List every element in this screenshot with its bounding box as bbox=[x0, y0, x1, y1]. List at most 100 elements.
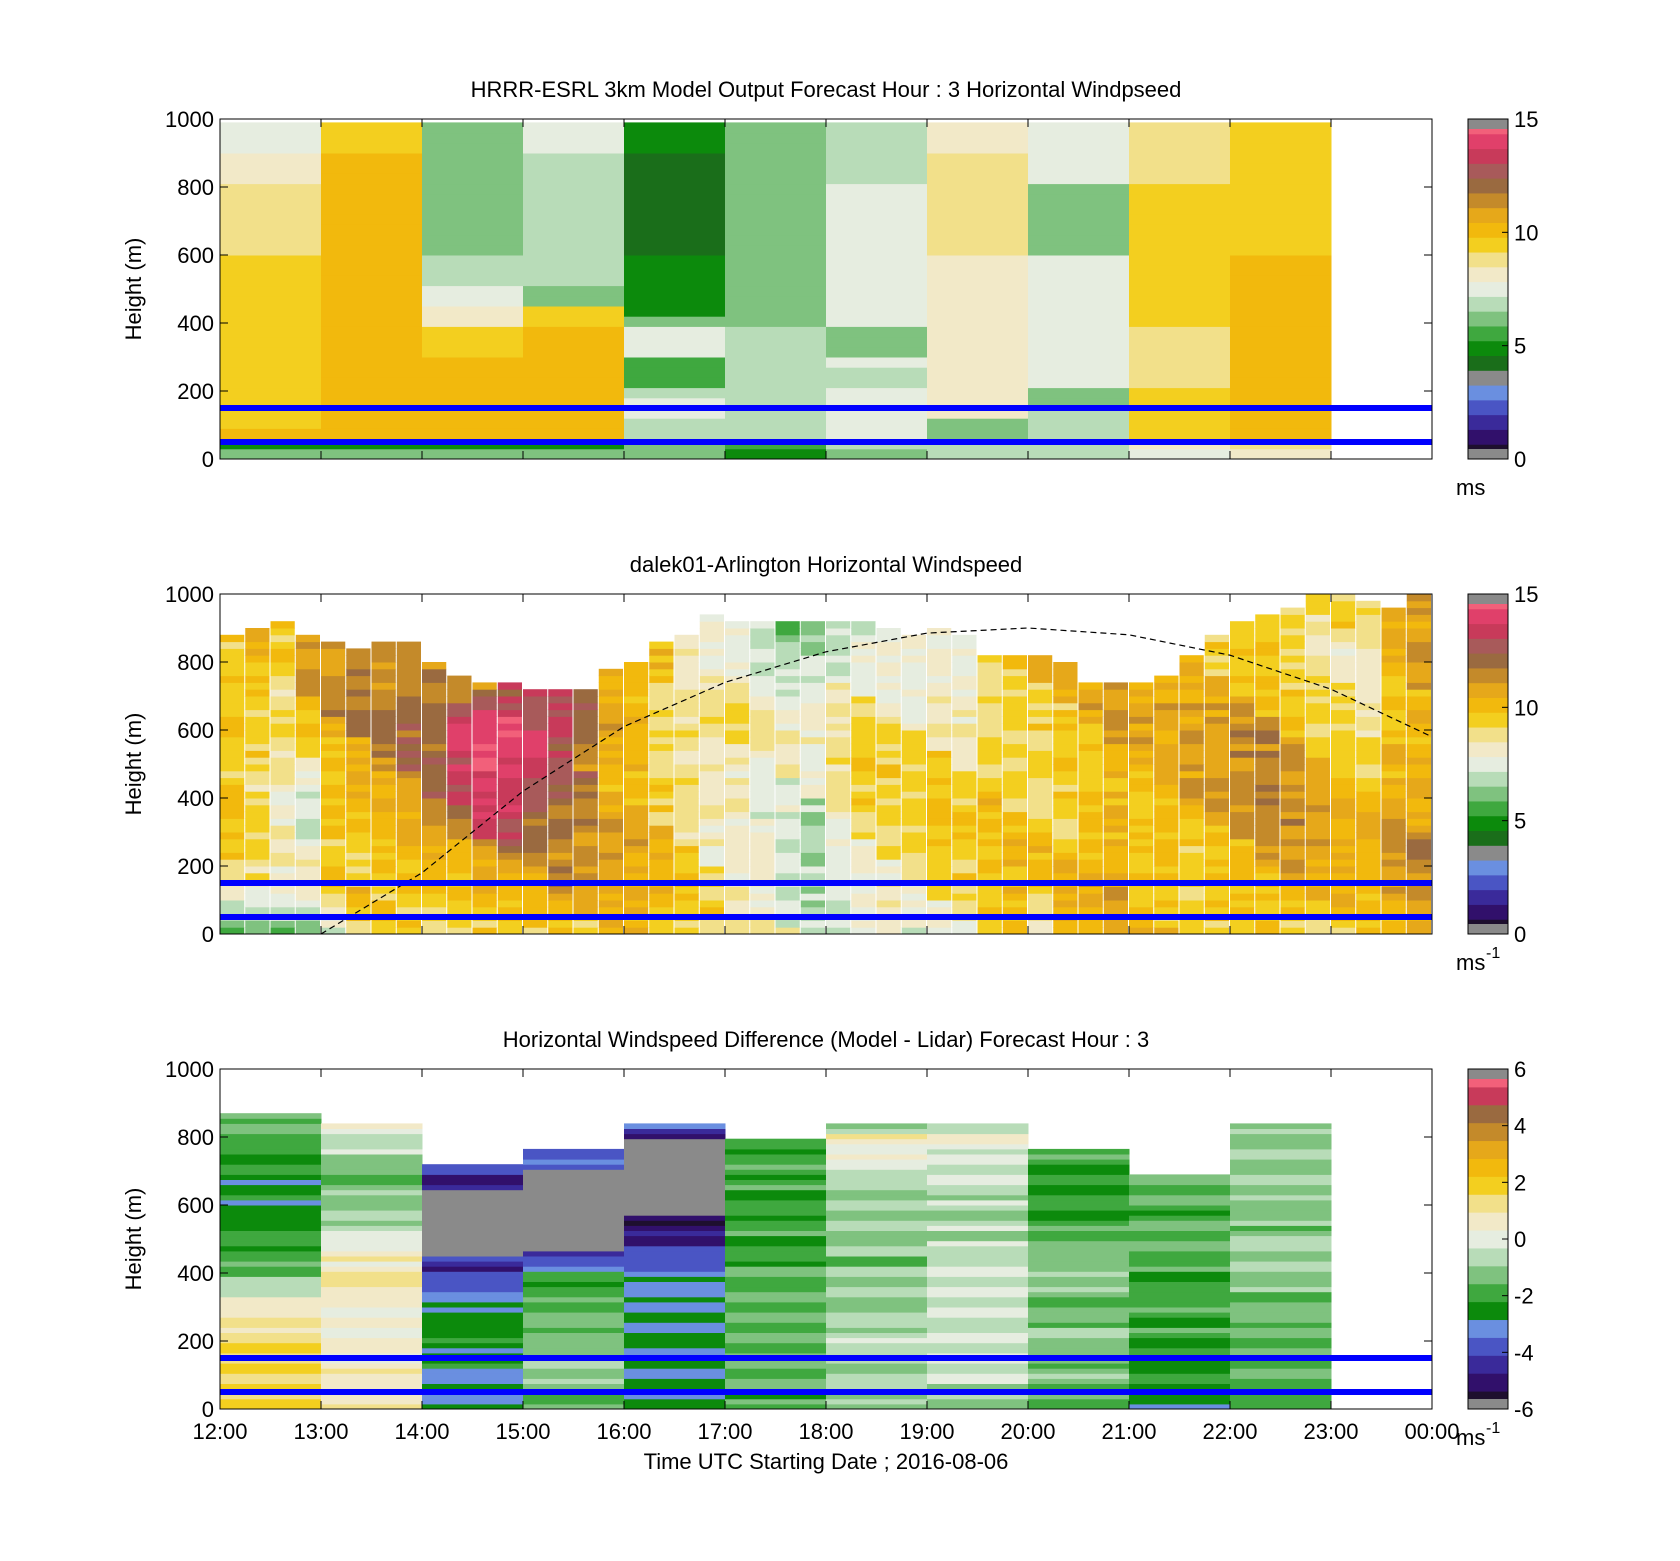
heatmap-cell bbox=[1028, 1347, 1130, 1354]
heatmap-cell bbox=[1129, 927, 1154, 935]
heatmap-cell bbox=[851, 832, 876, 840]
heatmap-cell bbox=[1129, 1332, 1231, 1339]
heatmap-cell bbox=[1255, 614, 1280, 622]
colorbar-segment bbox=[1468, 252, 1508, 268]
heatmap-cell bbox=[775, 621, 800, 629]
colorbar-unit: ms bbox=[1456, 1425, 1485, 1450]
heatmap-cell bbox=[295, 730, 320, 738]
heatmap-cell bbox=[1103, 709, 1128, 717]
colorbar-tick-label: 5 bbox=[1514, 809, 1526, 834]
colorbar-segment bbox=[1468, 1283, 1508, 1303]
heatmap-cell bbox=[901, 845, 926, 853]
heatmap-cell bbox=[1230, 204, 1332, 215]
heatmap-cell bbox=[977, 743, 1002, 751]
heatmap-cell bbox=[750, 716, 775, 724]
heatmap-cell bbox=[1381, 689, 1406, 697]
heatmap-cell bbox=[1331, 668, 1356, 677]
heatmap-cell bbox=[1129, 1271, 1231, 1277]
heatmap-cell bbox=[371, 682, 396, 690]
heatmap-cell bbox=[725, 811, 750, 819]
heatmap-cell bbox=[1204, 798, 1229, 806]
heatmap-cell bbox=[1154, 906, 1179, 915]
heatmap-cell bbox=[624, 1286, 726, 1293]
heatmap-cell bbox=[1406, 784, 1431, 792]
colorbar-segment bbox=[1468, 1265, 1508, 1285]
heatmap-cell bbox=[725, 777, 750, 785]
heatmap-cell bbox=[699, 628, 724, 636]
heatmap-cell bbox=[775, 804, 800, 813]
heatmap-cell bbox=[699, 832, 724, 840]
heatmap-cell bbox=[1331, 866, 1356, 874]
heatmap-cell bbox=[775, 736, 800, 745]
heatmap-cell bbox=[826, 163, 928, 174]
heatmap-cell bbox=[699, 784, 724, 792]
heatmap-cell bbox=[1002, 804, 1027, 813]
heatmap-cell bbox=[1381, 920, 1406, 928]
heatmap-cell bbox=[1230, 183, 1332, 195]
heatmap-cell bbox=[927, 1199, 1029, 1206]
heatmap-cell bbox=[1129, 193, 1231, 205]
heatmap-cell bbox=[371, 730, 396, 738]
heatmap-cell bbox=[1154, 730, 1179, 738]
heatmap-cell bbox=[1280, 750, 1305, 758]
heatmap-cell bbox=[245, 730, 270, 738]
heatmap-cell bbox=[447, 886, 472, 894]
heatmap-cell bbox=[927, 1123, 1029, 1129]
heatmap-cell bbox=[725, 1235, 827, 1242]
heatmap-cell bbox=[977, 811, 1002, 819]
heatmap-cell bbox=[220, 142, 322, 154]
heatmap-cell bbox=[1129, 1281, 1231, 1288]
heatmap-cell bbox=[927, 132, 1029, 144]
heatmap-cell bbox=[876, 655, 901, 663]
heatmap-cell bbox=[1331, 784, 1356, 792]
heatmap-cell bbox=[1255, 859, 1280, 867]
heatmap-cell bbox=[422, 900, 447, 908]
heatmap-cell bbox=[1305, 730, 1330, 738]
heatmap-cell bbox=[523, 743, 548, 751]
heatmap-cell bbox=[1230, 1240, 1332, 1247]
heatmap-cell bbox=[523, 122, 625, 134]
heatmap-cell bbox=[1129, 163, 1231, 174]
heatmap-cell bbox=[927, 1332, 1029, 1339]
heatmap-cell bbox=[826, 845, 851, 853]
heatmap-cell bbox=[699, 893, 724, 901]
heatmap-cell bbox=[447, 893, 472, 901]
heatmap-cell bbox=[826, 872, 851, 881]
heatmap-cell bbox=[220, 316, 322, 327]
heatmap-cell bbox=[1129, 1317, 1231, 1323]
heatmap-cell bbox=[220, 784, 245, 792]
heatmap-cell bbox=[1103, 784, 1128, 792]
heatmap-cell bbox=[1331, 696, 1356, 704]
heatmap-cell bbox=[220, 866, 245, 874]
heatmap-cell bbox=[548, 777, 573, 785]
heatmap-cell bbox=[220, 1261, 322, 1267]
heatmap-cell bbox=[220, 408, 322, 419]
heatmap-cell bbox=[1028, 255, 1130, 266]
x-tick-label: 19:00 bbox=[899, 1419, 954, 1444]
heatmap-cell bbox=[346, 893, 371, 901]
heatmap-cell bbox=[699, 736, 724, 745]
heatmap-cell bbox=[624, 1235, 726, 1242]
heatmap-cell bbox=[1280, 723, 1305, 731]
heatmap-cell bbox=[624, 1347, 726, 1354]
heatmap-cell bbox=[1179, 845, 1204, 853]
heatmap-cell bbox=[270, 757, 295, 765]
heatmap-cell bbox=[220, 770, 245, 779]
heatmap-cell bbox=[523, 1261, 625, 1267]
heatmap-cell bbox=[1028, 1312, 1130, 1318]
heatmap-cell bbox=[674, 675, 699, 683]
heatmap-cell bbox=[270, 709, 295, 717]
heatmap-cell bbox=[321, 214, 423, 225]
heatmap-cell bbox=[750, 832, 775, 840]
heatmap-cell bbox=[1129, 920, 1154, 928]
heatmap-cell bbox=[1028, 689, 1053, 697]
heatmap-cell bbox=[220, 730, 245, 738]
heatmap-cell bbox=[901, 804, 926, 813]
heatmap-cell bbox=[220, 832, 245, 840]
heatmap-cell bbox=[826, 1281, 928, 1288]
heatmap-cell bbox=[245, 696, 270, 704]
heatmap-cell bbox=[1331, 600, 1356, 609]
heatmap-cell bbox=[1406, 811, 1431, 819]
heatmap-cell bbox=[523, 163, 625, 174]
heatmap-cell bbox=[321, 662, 346, 670]
